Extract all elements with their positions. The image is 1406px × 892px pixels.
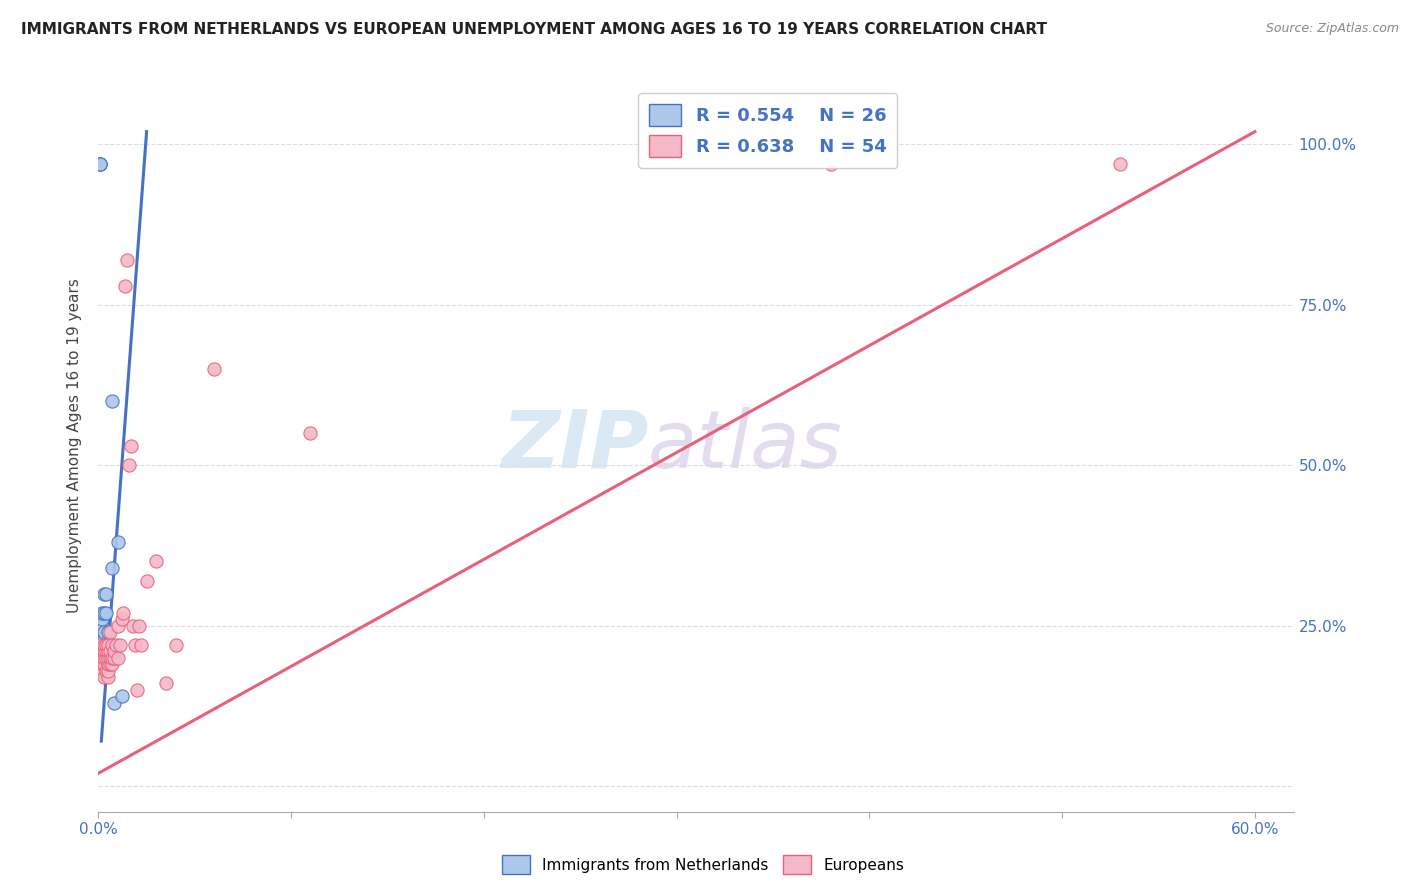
Point: [129, 638, 152, 652]
Point: [93, 638, 115, 652]
Point: [97, 650, 120, 665]
Text: Source: ZipAtlas.com: Source: ZipAtlas.com: [1265, 22, 1399, 36]
Point: [93, 657, 115, 672]
Point: [89, 157, 111, 171]
Point: [97, 638, 120, 652]
Point: [155, 676, 177, 690]
Point: [91, 657, 114, 672]
Point: [91, 650, 114, 665]
Point: [94, 664, 117, 678]
Point: [135, 574, 157, 588]
Point: [125, 682, 148, 697]
Point: [101, 561, 124, 575]
Point: [110, 612, 132, 626]
Point: [104, 638, 127, 652]
Point: [98, 650, 121, 665]
Point: [97, 664, 120, 678]
Point: [202, 362, 225, 376]
Point: [97, 670, 120, 684]
Point: [91, 618, 114, 632]
Point: [89, 650, 111, 665]
Point: [94, 586, 117, 600]
Point: [103, 644, 125, 658]
Point: [112, 606, 135, 620]
Text: IMMIGRANTS FROM NETHERLANDS VS EUROPEAN UNEMPLOYMENT AMONG AGES 16 TO 19 YEARS C: IMMIGRANTS FROM NETHERLANDS VS EUROPEAN …: [21, 22, 1047, 37]
Point: [120, 439, 142, 453]
Legend: Immigrants from Netherlands, Europeans: Immigrants from Netherlands, Europeans: [496, 849, 910, 880]
Point: [94, 638, 117, 652]
Point: [94, 638, 117, 652]
Text: ZIP: ZIP: [501, 407, 648, 485]
Point: [91, 644, 114, 658]
Point: [91, 625, 114, 640]
Point: [93, 650, 115, 665]
Point: [1109, 157, 1132, 171]
Point: [91, 612, 114, 626]
Point: [93, 670, 115, 684]
Point: [107, 650, 129, 665]
Point: [93, 586, 115, 600]
Point: [94, 650, 117, 665]
Point: [145, 554, 167, 568]
Point: [101, 657, 124, 672]
Point: [98, 638, 121, 652]
Point: [98, 644, 121, 658]
Point: [98, 657, 121, 672]
Point: [299, 426, 322, 441]
Legend: R = 0.554    N = 26, R = 0.638    N = 54: R = 0.554 N = 26, R = 0.638 N = 54: [638, 93, 897, 168]
Point: [108, 638, 131, 652]
Point: [124, 638, 146, 652]
Point: [91, 606, 114, 620]
Point: [117, 252, 139, 267]
Point: [91, 664, 114, 678]
Point: [93, 606, 115, 620]
Text: atlas: atlas: [648, 407, 844, 485]
Point: [97, 644, 120, 658]
Point: [114, 278, 136, 293]
Point: [97, 650, 120, 665]
Point: [89, 644, 111, 658]
Point: [97, 625, 120, 640]
Point: [94, 644, 117, 658]
Point: [98, 625, 121, 640]
Point: [94, 650, 117, 665]
Point: [93, 644, 115, 658]
Point: [93, 632, 115, 646]
Point: [103, 696, 125, 710]
Point: [93, 625, 115, 640]
Point: [165, 638, 187, 652]
Point: [103, 650, 125, 665]
Point: [93, 638, 115, 652]
Point: [118, 458, 141, 473]
Point: [97, 638, 120, 652]
Point: [101, 394, 124, 409]
Point: [97, 657, 120, 672]
Point: [128, 618, 150, 632]
Point: [107, 535, 129, 549]
Point: [89, 638, 111, 652]
Point: [107, 618, 129, 632]
Point: [110, 690, 132, 704]
Point: [101, 650, 124, 665]
Point: [122, 618, 145, 632]
Point: [94, 606, 117, 620]
Point: [820, 157, 842, 171]
Point: [89, 157, 111, 171]
Y-axis label: Unemployment Among Ages 16 to 19 years: Unemployment Among Ages 16 to 19 years: [67, 278, 83, 614]
Point: [101, 638, 124, 652]
Point: [93, 644, 115, 658]
Point: [89, 157, 111, 171]
